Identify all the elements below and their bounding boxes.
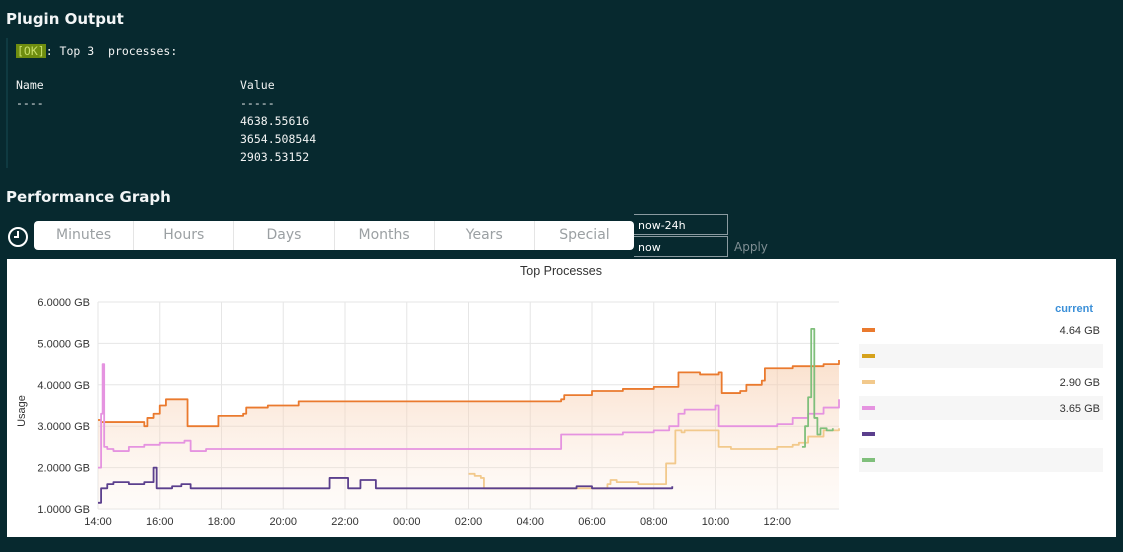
x-tick-label: 20:00: [269, 516, 297, 528]
series-area-orange: [98, 359, 839, 509]
x-tick-label: 12:00: [763, 516, 791, 528]
tab-days[interactable]: Days: [234, 221, 335, 250]
clock-icon[interactable]: [8, 227, 28, 247]
x-tick-label: 22:00: [331, 516, 359, 528]
range-to-input[interactable]: now: [634, 236, 728, 257]
legend-swatch-purple[interactable]: [862, 432, 875, 436]
tab-hours[interactable]: Hours: [134, 221, 235, 250]
x-tick-label: 14:00: [84, 516, 112, 528]
legend-row-bg: [859, 396, 1103, 420]
y-tick-label: 1.0000 GB: [37, 504, 90, 516]
y-tick-label: 3.0000 GB: [37, 421, 90, 433]
tab-special[interactable]: Special: [559, 227, 610, 243]
performance-graph: Top Processes Usage 1.0000 GB 2.0000 GB 3.…: [7, 259, 1116, 537]
ok-badge: [OK]: [16, 44, 46, 58]
y-tick-label: 2.0000 GB: [37, 463, 90, 475]
y-tick-label: 5.0000 GB: [37, 338, 90, 350]
plugin-output-box: [OK]: Top 3 processes: Name Value ---- -…: [6, 38, 478, 168]
x-tick-label: 04:00: [516, 516, 544, 528]
x-tick-label: 08:00: [640, 516, 668, 528]
process-value: 2903.53152: [240, 150, 310, 164]
process-value: 3654.508544: [240, 132, 317, 146]
y-tick-label: 6.0000 GB: [37, 297, 90, 309]
series-line-orange: [98, 359, 840, 428]
legend-header: current: [1055, 303, 1093, 315]
legend-swatch-gold[interactable]: [862, 354, 875, 358]
legend-value-peach: 2.90 GB: [1060, 377, 1100, 389]
legend-swatch-peach[interactable]: [862, 380, 875, 384]
time-range-tabs: Minutes Hours Days Months Years Special: [34, 221, 634, 250]
range-from-input[interactable]: now-24h: [634, 214, 728, 235]
legend-swatch-orange[interactable]: [862, 328, 875, 332]
status-line: [OK]: Top 3 processes:: [16, 44, 177, 58]
legend-row-bg: [859, 448, 1103, 472]
tab-minutes[interactable]: Minutes: [34, 221, 135, 250]
status-text: : Top 3 processes:: [45, 44, 178, 58]
x-tick-label: 02:00: [455, 516, 483, 528]
header-value: Value: [240, 78, 275, 92]
series-line-green: [801, 328, 834, 448]
legend-value-violet: 3.65 GB: [1060, 403, 1100, 415]
apply-button[interactable]: Apply: [734, 240, 768, 254]
plugin-output-title: Plugin Output: [6, 10, 124, 28]
series-line-purple: [98, 466, 674, 504]
chart-title: Top Processes: [520, 264, 602, 278]
legend-value-orange: 4.64 GB: [1060, 325, 1100, 337]
x-tick-label: 06:00: [578, 516, 606, 528]
tab-years[interactable]: Years: [435, 221, 535, 250]
legend-row-bg: [859, 344, 1103, 368]
x-tick-label: 00:00: [393, 516, 421, 528]
y-tick-label: 4.0000 GB: [37, 380, 90, 392]
separator-name: ----: [16, 96, 44, 110]
legend-swatch-green[interactable]: [862, 458, 875, 462]
legend-swatch-violet[interactable]: [862, 406, 875, 410]
y-axis-label: Usage: [16, 395, 28, 427]
tab-months[interactable]: Months: [335, 221, 435, 250]
x-tick-label: 16:00: [146, 516, 174, 528]
header-name: Name: [16, 78, 44, 92]
process-value: 4638.55616: [240, 114, 310, 128]
series-line-violet: [98, 363, 840, 469]
x-tick-label: 18:00: [208, 516, 236, 528]
performance-graph-title: Performance Graph: [6, 188, 171, 206]
x-tick-label: 10:00: [702, 516, 730, 528]
chart-svg: Top Processes Usage 1.0000 GB 2.0000 GB 3.…: [16, 264, 1103, 528]
separator-value: -----: [240, 96, 275, 110]
